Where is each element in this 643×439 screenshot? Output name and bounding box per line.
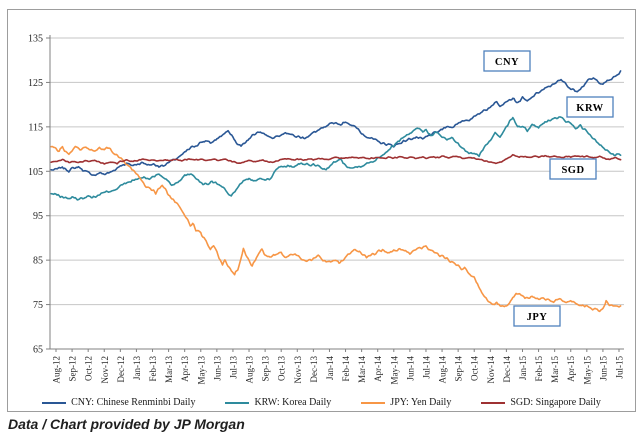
x-tick-label: Nov-14 [486, 356, 496, 384]
x-tick-label: Mar-15 [550, 356, 560, 383]
x-tick-label: May-13 [196, 356, 206, 385]
series-label-box-cny [483, 50, 531, 72]
x-tick-label: Aug-14 [438, 356, 448, 384]
series-line-jpy [50, 145, 622, 313]
y-tick-label: 125 [28, 78, 43, 89]
series-line-cny [50, 70, 622, 177]
x-tick-label: Jun-13 [212, 356, 222, 381]
x-tick-label: Feb-15 [534, 356, 544, 382]
legend-item-sgd: SGD: Singapore Daily [481, 397, 601, 408]
x-tick-label: Oct-12 [84, 356, 94, 381]
x-tick-label: Jan-13 [132, 356, 142, 380]
y-tick-label: 135 [28, 34, 43, 45]
x-tick-label: Feb-14 [341, 356, 351, 382]
chart-credit: Data / Chart provided by JP Morgan [8, 416, 245, 432]
currency-index-chart: 135 125 115 105 95 85 75 65 Aug-12 Sep-12 Oct-12 No… [28, 34, 625, 385]
x-tick-label: Sep-14 [454, 356, 464, 382]
x-tick-label: Oct-13 [277, 356, 287, 381]
x-tick-label: Sep-12 [68, 356, 78, 382]
series-label-text-krw: KRW [576, 103, 603, 114]
x-tick-label: Mar-13 [164, 356, 174, 383]
legend-label-krw: KRW: Korea Daily [254, 397, 332, 408]
series-label-box-krw [566, 96, 614, 118]
legend-line-swatch-krw [225, 401, 250, 404]
x-tick-label: Aug-13 [245, 356, 255, 384]
legend-line-swatch-cny [42, 401, 67, 404]
y-tick-label: 85 [33, 256, 43, 267]
y-tick-label: 105 [28, 167, 43, 178]
x-tick-label: Oct-14 [470, 356, 480, 381]
x-tick-label: Jun-15 [598, 356, 608, 381]
x-tick-label: Dec-12 [116, 356, 126, 383]
legend-item-cny: CNY: Chinese Renminbi Daily [42, 397, 195, 408]
x-tick-label: Nov-13 [293, 356, 303, 384]
legend-label-sgd: SGD: Singapore Daily [510, 397, 601, 408]
legend-line-swatch-jpy [361, 401, 386, 404]
x-tick-label: May-14 [389, 356, 399, 385]
legend-line-swatch-sgd [481, 401, 506, 404]
legend-label-jpy: JPY: Yen Daily [390, 397, 452, 408]
x-tick-label: Nov-12 [100, 356, 110, 384]
series-label-box-jpy [513, 305, 561, 327]
legend-item-krw: KRW: Korea Daily [225, 397, 331, 408]
y-tick-label: 115 [28, 122, 43, 133]
x-tick-label: Mar-14 [357, 356, 367, 383]
series-label-text-sgd: SGD [561, 165, 584, 176]
chart-legend: CNY: Chinese Renminbi Daily KRW: Korea Da… [8, 397, 635, 408]
x-tick-label: Dec-14 [502, 356, 512, 383]
series-line-krw [50, 116, 622, 201]
y-tick-label: 65 [33, 345, 43, 356]
y-tick-label: 95 [33, 211, 43, 222]
x-tick-label: Aug-12 [52, 356, 62, 384]
chart-frame: 135 125 115 105 95 85 75 65 Aug-12 Sep-12 Oct-12 No… [7, 9, 636, 412]
x-tick-label: Jun-14 [405, 356, 415, 381]
x-tick-label: Jan-14 [325, 356, 335, 380]
series-label-text-cny: CNY [495, 57, 519, 68]
legend-item-jpy: JPY: Yen Daily [361, 397, 451, 408]
x-tick-label: Jul-13 [228, 356, 238, 379]
legend-label-cny: CNY: Chinese Renminbi Daily [71, 397, 196, 408]
series-line-sgd [50, 153, 622, 165]
x-tick-label: Apr-13 [180, 356, 190, 382]
series-label-box-sgd [549, 158, 597, 180]
x-tick-label: Jan-15 [518, 356, 528, 380]
x-tick-label: Sep-13 [261, 356, 271, 382]
x-tick-label: May-15 [582, 356, 592, 385]
x-tick-label: Feb-13 [148, 356, 158, 382]
y-tick-label: 75 [33, 300, 43, 311]
series-label-text-jpy: JPY [527, 312, 548, 323]
x-tick-label: Apr-14 [373, 356, 383, 382]
x-tick-label: Jul-15 [615, 356, 625, 379]
x-tick-label: Jul-14 [421, 356, 431, 379]
x-tick-label: Dec-13 [309, 356, 319, 383]
x-tick-label: Apr-15 [566, 356, 576, 382]
